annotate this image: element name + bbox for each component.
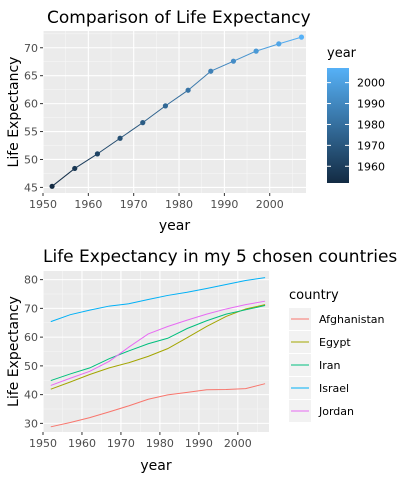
y-tick-label: 70: [24, 42, 38, 55]
data-point: [49, 183, 55, 189]
y-tick-label: 50: [24, 360, 38, 373]
data-point: [72, 165, 78, 172]
series-line-israel: [50, 277, 266, 323]
data-point: [140, 120, 146, 126]
line-segment: [187, 70, 212, 91]
legend-label-iran: Iran: [319, 359, 341, 372]
line-segment: [97, 137, 121, 155]
y-tick-label: 70: [24, 302, 38, 315]
x-tick-label: 1990: [210, 198, 238, 211]
line-segment: [278, 36, 302, 45]
x-tick-label: 1950: [29, 437, 57, 450]
series-legend: country Afghanistan Egypt Iran Israel Jordan: [289, 288, 385, 422]
x-tick-label: 2000: [224, 437, 252, 450]
legend-label-jordan: Jordan: [318, 405, 354, 418]
data-point: [276, 41, 282, 47]
x-tick-label: 1970: [107, 437, 135, 450]
x-axis-title: year: [159, 218, 190, 234]
data-point: [208, 68, 214, 74]
y-tick-label: 60: [24, 98, 38, 111]
legend-title: year: [327, 46, 357, 61]
x-tick-label: 2000: [256, 198, 284, 211]
data-point: [185, 87, 191, 93]
data-point: [298, 34, 305, 40]
x-tick-label: 1950: [29, 198, 57, 211]
x-tick-label: 1970: [120, 198, 148, 211]
legend-title: country: [289, 288, 339, 303]
x-axis-title: year: [140, 458, 171, 474]
color-bar-label: 2000: [357, 77, 385, 90]
series-line-afghanistan: [50, 383, 266, 428]
y-tick-label: 65: [24, 70, 38, 83]
line-segment: [142, 105, 166, 124]
line-segment: [119, 122, 144, 139]
y-tick-label: 60: [24, 331, 38, 344]
x-tick-label: 1980: [165, 198, 193, 211]
line-segment: [51, 168, 76, 187]
chart-title: Life Expectancy in my 5 chosen countries: [43, 247, 397, 267]
y-tick-label: 30: [24, 417, 38, 430]
line-segment: [165, 89, 189, 107]
chart-2: 1950 1960 1970 1980 1990 2000304050607080Life…: [6, 247, 397, 474]
data-point: [230, 58, 237, 64]
color-bar-label: 1960: [357, 160, 385, 173]
data-point: [253, 48, 259, 54]
data-point: [94, 151, 101, 157]
plot-panel: [43, 31, 306, 193]
chart-1: 1950 1960 1970 1980 1990 2000 45 50 55 60 65 70 Comp…: [6, 8, 385, 234]
data-point: [162, 103, 169, 109]
color-bar-label: 1970: [357, 139, 385, 152]
chart-title: Comparison of Life Expectancy: [47, 8, 311, 28]
legend-label-egypt: Egypt: [319, 336, 351, 349]
y-axis-title: Life Expectancy: [6, 57, 22, 168]
line-segment: [233, 50, 257, 62]
x-tick-label: 1980: [146, 437, 174, 450]
x-tick-label: 1990: [185, 437, 213, 450]
color-bar-label: 1980: [357, 118, 385, 131]
y-tick-label: 40: [24, 389, 38, 402]
y-tick-label: 55: [24, 126, 38, 139]
color-bar-label: 1990: [357, 98, 385, 111]
data-point: [117, 135, 123, 141]
color-bar: [327, 68, 349, 183]
y-axis-title: Life Expectancy: [6, 296, 22, 407]
line-segment: [210, 60, 234, 72]
series-line-iran: [50, 305, 266, 382]
series-line-egypt: [50, 304, 266, 390]
x-tick-label: 1960: [68, 437, 96, 450]
x-tick-label: 1960: [74, 198, 102, 211]
legend-label-israel: Israel: [319, 382, 349, 395]
series-line-jordan: [50, 300, 266, 386]
legend-label-afghanistan: Afghanistan: [319, 313, 385, 326]
line-segment: [74, 153, 98, 169]
y-tick-label: 80: [24, 274, 38, 287]
color-legend: year 1960 1970 1980 1990 2000: [327, 46, 385, 183]
y-tick-label: 45: [24, 181, 38, 194]
y-tick-label: 50: [24, 153, 38, 166]
line-segment: [255, 43, 279, 52]
